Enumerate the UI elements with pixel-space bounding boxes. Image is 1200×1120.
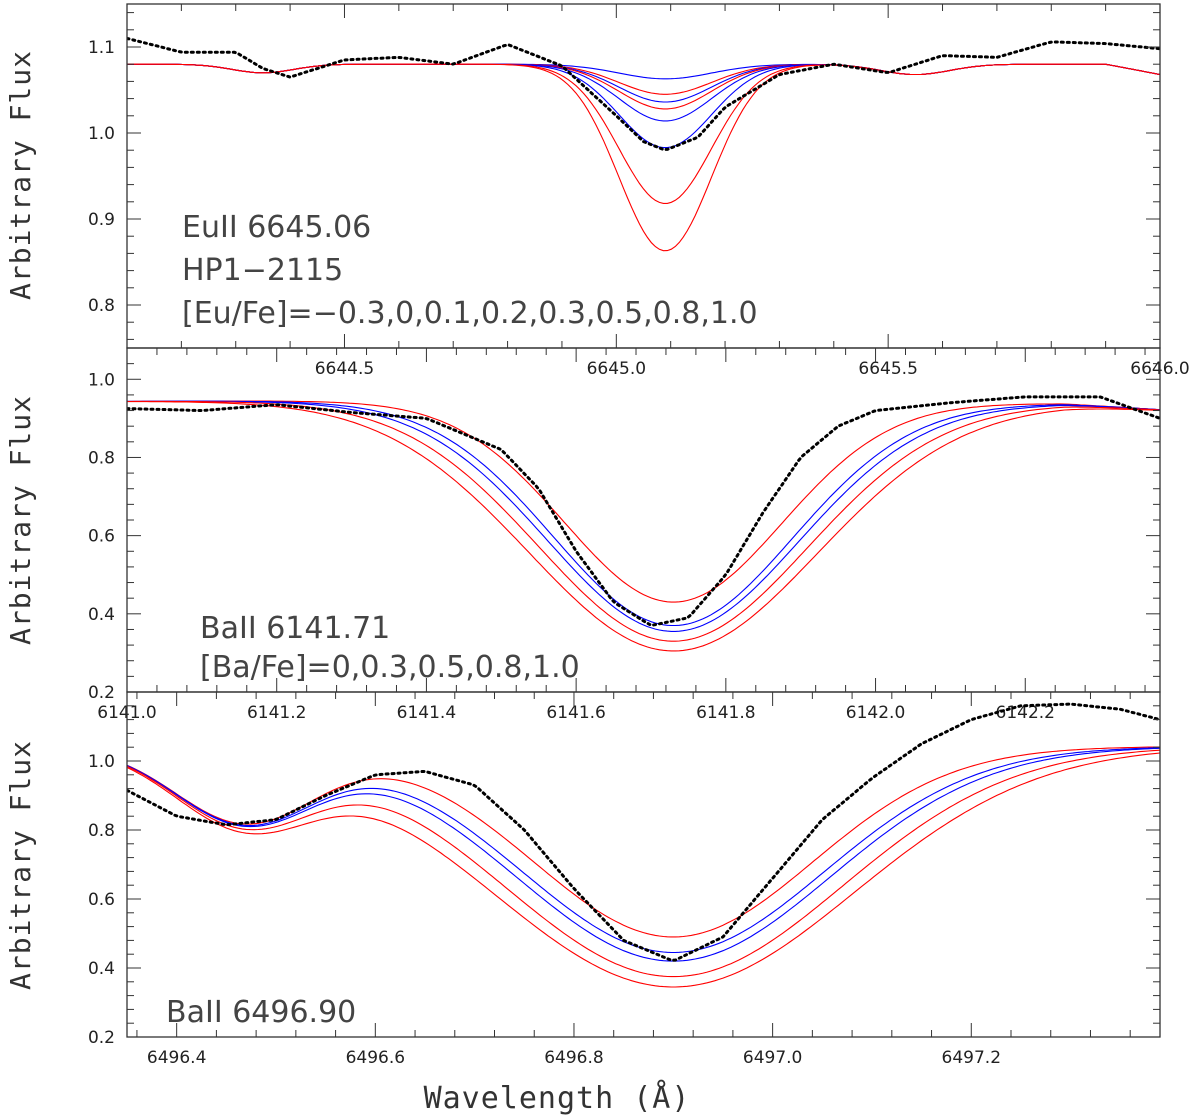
y-tick-label: 0.2 xyxy=(88,683,115,703)
y-tick-label: 0.6 xyxy=(88,527,115,547)
model-curve-0-7 xyxy=(127,63,1160,252)
y-tick-label: 1.1 xyxy=(88,38,115,58)
y-tick-label: 0.9 xyxy=(88,210,115,230)
observed-spectrum-1 xyxy=(127,395,1160,627)
x-tick-label: 6141.2 xyxy=(247,703,306,723)
model-curve-2-2 xyxy=(127,747,1160,962)
model-curve-1-0 xyxy=(127,400,1160,603)
annotation-ba-abundances: [Ba/Fe]=0,0.3,0.5,0.8,1.0 xyxy=(200,650,580,685)
x-tick-label: 6141.6 xyxy=(546,703,605,723)
y-tick-label: 1.0 xyxy=(88,124,115,144)
annotation-eu-abundances: [Eu/Fe]=−0.3,0,0.1,0.2,0.3,0.5,0.8,1.0 xyxy=(182,296,758,331)
model-curve-0-2 xyxy=(127,63,1160,103)
model-curve-0-5 xyxy=(127,63,1160,149)
x-tick-label: 6496.8 xyxy=(544,1048,603,1068)
y-tick-label: 1.0 xyxy=(88,752,115,772)
model-curve-1-4 xyxy=(127,401,1160,652)
x-tick-label: 6644.5 xyxy=(315,359,374,379)
observed-spectrum-2 xyxy=(127,702,1160,962)
y-tick-label: 1.0 xyxy=(88,370,115,390)
x-tick-label: 6497.2 xyxy=(942,1048,1001,1068)
annotation-ba-6141-line: BaII 6141.71 xyxy=(200,611,390,646)
y-axis-label-middle: Arbitrary Flux xyxy=(4,395,37,645)
annotation-star-name: HP1−2115 xyxy=(182,253,343,288)
observed-spectrum-0 xyxy=(127,36,1160,152)
annotation-eu-line: EuII 6645.06 xyxy=(182,210,371,245)
x-tick-label: 6645.0 xyxy=(587,359,646,379)
x-tick-label: 6496.4 xyxy=(147,1048,206,1068)
x-tick-label: 6142.2 xyxy=(996,703,1055,723)
y-axis-label-bottom: Arbitrary Flux xyxy=(4,740,37,990)
model-curve-2-4 xyxy=(127,752,1160,988)
x-axis-label: Wavelength (Å) xyxy=(424,1080,691,1116)
y-axis-label-top: Arbitrary Flux xyxy=(4,50,37,300)
model-curve-1-3 xyxy=(127,400,1160,642)
panel-ba-6141: 6141.0 6141.2 6141.4 6141.6 6141.8 6142.0 6142… xyxy=(88,347,1161,723)
model-curve-0-4 xyxy=(127,63,1160,122)
x-tick-label: 6141.4 xyxy=(397,703,456,723)
y-tick-label: 0.8 xyxy=(88,821,115,841)
model-curve-2-0 xyxy=(127,746,1160,938)
x-tick-label: 6497.0 xyxy=(743,1048,802,1068)
x-tick-label: 6141.8 xyxy=(696,703,755,723)
x-tick-label: 6142.0 xyxy=(846,703,905,723)
y-tick-label: 0.8 xyxy=(88,296,115,316)
model-curve-1-2 xyxy=(127,400,1160,632)
y-tick-label: 0.4 xyxy=(88,605,115,625)
x-tick-label: 6496.6 xyxy=(346,1048,405,1068)
y-tick-label: 0.2 xyxy=(88,1028,115,1048)
plot-frame-2 xyxy=(126,691,1161,1038)
annotation-ba-6496-line: BaII 6496.90 xyxy=(166,995,356,1030)
x-tick-label: 6645.5 xyxy=(858,359,917,379)
y-tick-label: 0.4 xyxy=(88,959,115,979)
model-curve-0-6 xyxy=(127,63,1160,204)
model-curve-1-1 xyxy=(127,400,1160,627)
model-curve-2-1 xyxy=(127,747,1160,954)
model-curve-0-1 xyxy=(127,63,1160,95)
y-tick-label: 0.8 xyxy=(88,448,115,468)
y-tick-label: 0.6 xyxy=(88,890,115,910)
panel-ba-6496: 6496.4 6496.6 6496.8 6497.0 6497.2 0.2 0.4 0.6 0… xyxy=(88,691,1161,1068)
model-curve-2-3 xyxy=(127,749,1160,978)
